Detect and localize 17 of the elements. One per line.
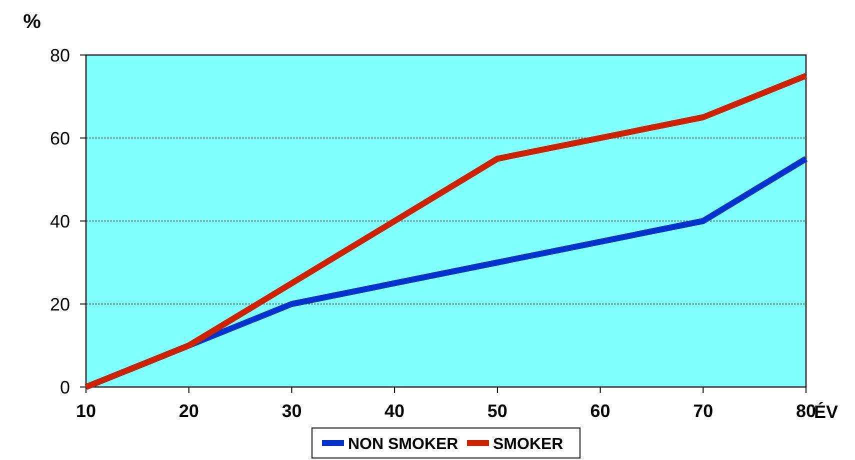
x-tick-label: 50 bbox=[487, 401, 508, 421]
y-tick-label: 80 bbox=[50, 45, 70, 66]
y-tick-label: 60 bbox=[50, 128, 70, 148]
legend-label: NON SMOKER bbox=[348, 436, 459, 453]
x-tick-label: 30 bbox=[282, 401, 302, 421]
x-tick-label: 80 bbox=[796, 401, 816, 421]
y-axis-title: % bbox=[23, 11, 42, 33]
y-tick-label: 0 bbox=[60, 377, 70, 398]
legend-label: SMOKER bbox=[493, 436, 564, 453]
x-tick-label: 20 bbox=[178, 401, 199, 421]
y-tick-label: 20 bbox=[50, 294, 70, 314]
y-tick-label: 40 bbox=[50, 211, 70, 232]
x-tick-label: 10 bbox=[76, 401, 96, 421]
x-axis-title: ÉV bbox=[814, 402, 838, 422]
x-tick-label: 60 bbox=[590, 401, 610, 421]
x-tick-label: 70 bbox=[693, 401, 714, 421]
x-tick-label: 40 bbox=[384, 401, 405, 421]
